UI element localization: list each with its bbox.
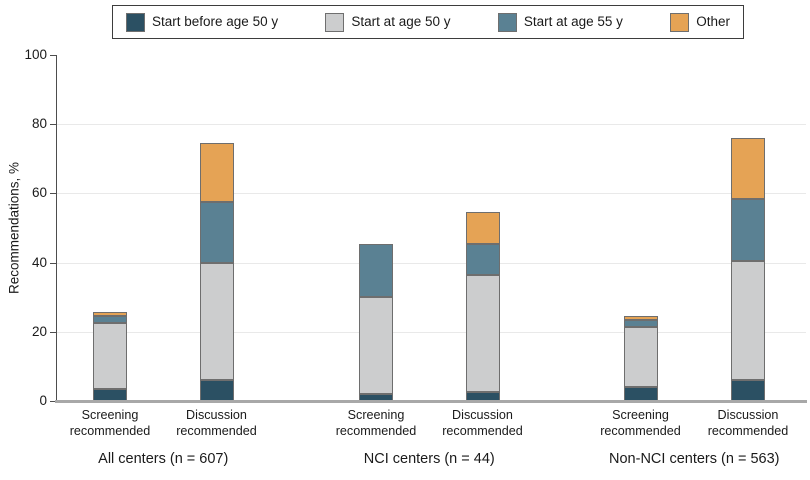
bar-segment-start-at-age-55-y [359,244,393,297]
bar-segment-start-at-age-50-y [731,261,765,380]
y-tick-20 [50,331,56,333]
bar-label: Discussion recommended [442,408,523,439]
legend-item-3: Start at age 55 y [497,12,623,32]
bar-segment-start-at-age-55-y [93,316,127,323]
bar-segment-other [199,143,234,202]
y-tick-label-20: 20 [31,323,47,339]
y-tick-label-0: 0 [39,393,47,408]
y-tick-label-100: 100 [24,47,47,62]
legend-swatch-icon [126,12,145,32]
group-label: All centers (n = 607) [98,451,229,467]
y-axis-title: Recommendations, % [6,161,22,295]
y-tick-100 [50,55,56,56]
y-tick-label-60: 60 [31,185,47,201]
legend-swatch-icon [497,12,517,32]
legend-swatch-icon [670,12,690,32]
bar-segment-start-at-age-55-y [465,244,500,275]
gridline-20 [57,331,806,333]
plot-area [57,55,806,401]
gridline-80 [57,124,806,126]
x-axis-baseline [55,400,807,403]
y-tick-60 [50,193,56,195]
y-tick-label-80: 80 [31,116,47,132]
gridline-60 [57,193,806,195]
bar-segment-start-before-age-50-y [199,380,234,401]
bar-segment-start-at-age-50-y [359,297,393,394]
bar-segment-start-at-age-50-y [465,275,500,392]
bar-label: Screening recommended [69,408,151,439]
bar-segment-start-before-age-50-y [623,387,658,401]
legend-label: Other [696,14,730,30]
bar-segment-start-before-age-50-y [731,380,765,401]
bar-label: Screening recommended [335,408,417,439]
bar-segment-start-at-age-50-y [199,263,234,380]
chart-legend: Start before age 50 y Start at age 50 y St… [112,5,744,39]
group-label: Non-NCI centers (n = 563) [609,451,780,467]
bar-segment-other [731,138,765,199]
legend-item-1: Start before age 50 y [126,12,279,32]
bar-label: Screening recommended [600,408,681,439]
legend-label: Start at age 50 y [351,14,451,30]
gridline-40 [57,262,806,264]
legend-label: Start before age 50 y [152,14,279,30]
y-axis-line [56,55,57,402]
bar-segment-start-at-age-55-y [731,199,765,261]
legend-item-2: Start at age 50 y [325,12,451,32]
legend-item-4: Other [670,12,730,32]
legend-swatch-icon [325,12,345,32]
y-tick-0 [50,401,56,402]
legend-label: Start at age 55 y [523,14,623,30]
y-tick-40 [50,262,56,264]
bar-segment-start-at-age-50-y [623,327,658,387]
y-tick-80 [50,124,56,126]
bar-segment-start-at-age-55-y [623,320,658,327]
bar-segment-start-at-age-50-y [93,323,127,389]
bar-label: Discussion recommended [176,408,257,439]
bar-segment-other [465,212,500,244]
y-tick-label-40: 40 [31,254,47,270]
bar-segment-start-at-age-55-y [199,202,234,263]
group-label: NCI centers (n = 44) [363,451,495,467]
bar-label: Discussion recommended [707,408,789,439]
bar-segment-other [623,316,658,320]
bar-segment-other [93,312,127,316]
